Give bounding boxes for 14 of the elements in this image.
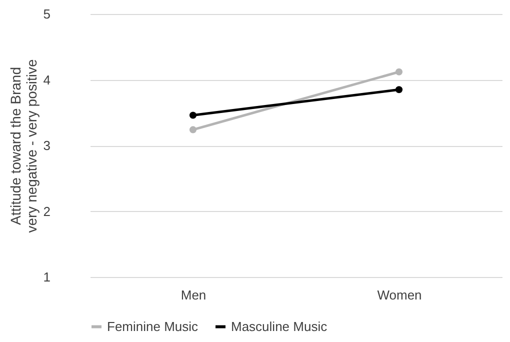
y-tick-label: 5 — [43, 6, 50, 22]
point — [395, 86, 403, 94]
y-tick-label: 3 — [43, 138, 50, 153]
point — [189, 126, 197, 134]
y-tick-label: 1 — [43, 270, 50, 284]
y-tick-label: 4 — [43, 72, 50, 88]
x-tick-label: Men — [180, 288, 206, 302]
y-tick-label: 2 — [43, 204, 50, 219]
point — [189, 112, 197, 119]
x-tick-label: Women — [377, 288, 422, 302]
legend-label: Masculine Music — [231, 318, 328, 334]
point — [395, 68, 403, 76]
y-axis-title: Attitude toward the Brand very negative - very positive — [7, 59, 40, 233]
legend-label: Feminine Music — [107, 318, 199, 334]
